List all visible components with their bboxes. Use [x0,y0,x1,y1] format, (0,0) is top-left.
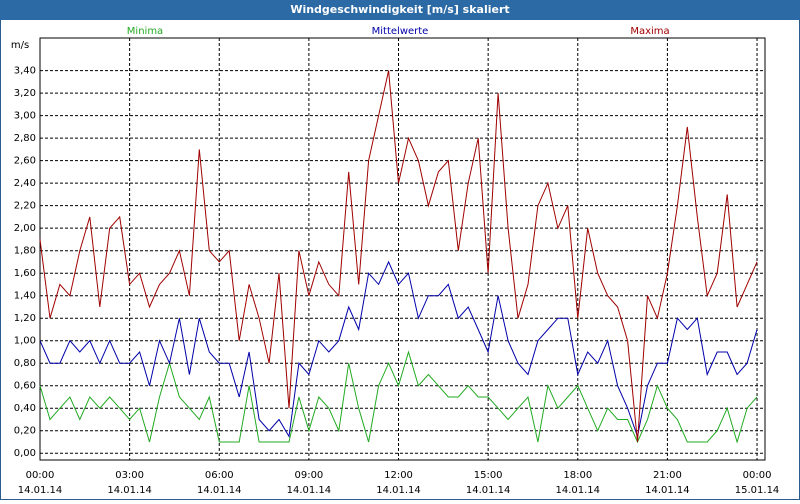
window-title: Windgeschwindigkeit [m/s] skaliert [290,3,509,16]
x-tick-date: 14.01.14 [466,485,511,496]
y-tick-label: 1,00 [14,336,36,347]
x-tick-label: 12:00 [384,470,413,481]
y-tick-label: 1,80 [14,246,36,257]
title-bar [0,0,800,20]
y-tick-label: 1,60 [14,268,36,279]
y-tick-label: 3,40 [14,66,36,77]
x-tick-label: 21:00 [653,470,682,481]
y-tick-label: 0,60 [14,381,36,392]
y-tick-label: 2,40 [14,178,36,189]
x-tick-date: 14.01.14 [645,485,690,496]
y-tick-label: 0,40 [14,403,36,414]
x-tick-label: 09:00 [294,470,323,481]
y-tick-label: 1,20 [14,313,36,324]
x-tick-label: 03:00 [115,470,144,481]
legend-entry: Mittelwerte [372,26,429,37]
x-tick-label: 00:00 [26,470,55,481]
x-tick-date: 14.01.14 [376,485,421,496]
plot-area [39,37,766,461]
data-line [39,70,758,443]
y-tick-label: 0,80 [14,358,36,369]
x-tick-date: 15.01.14 [735,485,780,496]
y-unit: m/s [11,40,29,51]
x-tick-label: 18:00 [563,470,592,481]
y-tick-label: 0,00 [14,448,36,459]
y-tick-label: 3,00 [14,111,36,122]
y-tick-label: 1,40 [14,291,36,302]
x-tick-label: 15:00 [474,470,503,481]
legend-entry: Minima [127,26,163,37]
y-tick-label: 2,20 [14,201,36,212]
x-tick-date: 14.01.14 [107,485,152,496]
legend-entry: Maxima [630,26,669,37]
y-tick-label: 0,20 [14,426,36,437]
x-tick-date: 14.01.14 [18,485,63,496]
x-tick-date: 14.01.14 [197,485,242,496]
x-tick-label: 06:00 [205,470,234,481]
x-tick-date: 14.01.14 [287,485,332,496]
y-tick-label: 2,60 [14,156,36,167]
y-tick-label: 2,00 [14,223,36,234]
x-tick-label: 00:00 [743,470,772,481]
y-tick-label: 2,80 [14,133,36,144]
y-tick-label: 3,20 [14,88,36,99]
x-tick-date: 14.01.14 [556,485,601,496]
